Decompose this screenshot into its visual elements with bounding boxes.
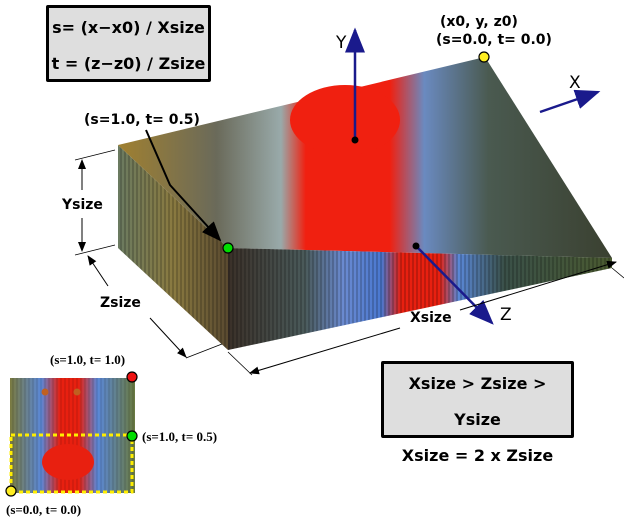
box-point-pointer xyxy=(145,129,222,242)
mandrill-nose xyxy=(42,444,94,480)
formula-s: s= (x−x0) / Xsize xyxy=(52,18,205,37)
relation-order: Xsize > Zsize > Ysize xyxy=(408,374,547,429)
formula-t: t = (z−z0) / Zsize xyxy=(51,54,206,73)
box-top-face xyxy=(118,57,612,258)
texture-image: (s=1.0, t= 1.0) (s=1.0, t= 0.5) (s=0.0, … xyxy=(5,352,217,517)
texture-corner-point xyxy=(126,371,138,383)
formula-box: s= (x−x0) / Xsize t = (z−z0) / Zsize xyxy=(46,5,211,82)
x-axis-label: X xyxy=(569,73,581,93)
box-front-face-stripes xyxy=(228,248,612,350)
mapped-region-outline xyxy=(9,433,134,494)
z-axis-label: Z xyxy=(500,305,512,325)
y-axis-origin-dot xyxy=(351,136,359,144)
texture-mid-right-label: (s=1.0, t= 0.5) xyxy=(142,429,217,444)
texture-top-right-label: (s=1.0, t= 1.0) xyxy=(50,352,125,367)
z-axis-origin-dot xyxy=(412,242,420,250)
texture-origin-point xyxy=(5,485,17,497)
relation-box: Xsize > Zsize > Ysize Xsize = 2 x Zsize xyxy=(381,361,574,465)
origin-label-line1: (x0, y, z0) xyxy=(440,14,518,30)
ysize-label: Ysize xyxy=(61,197,103,213)
textured-box xyxy=(118,57,612,350)
ysize-dimension: Ysize xyxy=(61,149,116,256)
xsize-label: Xsize xyxy=(410,310,452,326)
axes: Y X Z xyxy=(335,27,601,325)
zsize-dimension: Zsize xyxy=(87,255,223,359)
origin-label-line2: (s=0.0, t= 0.0) xyxy=(436,32,552,48)
texture-bottom-left-label: (s=0.0, t= 0.0) xyxy=(6,502,81,517)
texture-mid-point xyxy=(126,430,138,442)
xsize-dimension: Xsize xyxy=(227,260,624,376)
y-axis-label: Y xyxy=(335,33,347,53)
origin-point xyxy=(478,51,490,63)
x-axis xyxy=(539,89,601,114)
zsize-label: Zsize xyxy=(100,295,141,311)
relation-ratio: Xsize = 2 x Zsize xyxy=(401,446,554,465)
box-mid-point xyxy=(222,242,234,254)
box-point-label: (s=1.0, t= 0.5) xyxy=(84,112,200,128)
nose-highlight xyxy=(290,85,400,155)
box-left-face-stripes xyxy=(118,145,228,350)
z-axis xyxy=(415,245,494,325)
